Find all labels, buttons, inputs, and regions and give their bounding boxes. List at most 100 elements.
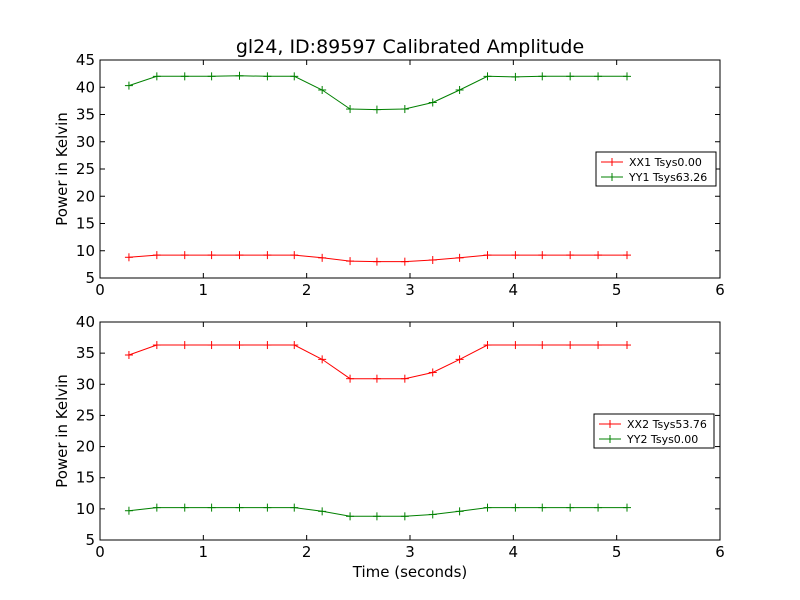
data-point xyxy=(428,256,437,265)
data-point xyxy=(623,341,631,350)
legend-entry: YY1 Tsys63.26 xyxy=(601,171,707,184)
data-point xyxy=(318,355,327,364)
data-point xyxy=(566,72,575,81)
y-tick-label: 20 xyxy=(76,438,95,456)
y-tick-label: 45 xyxy=(76,51,95,69)
data-point xyxy=(483,72,492,81)
data-point xyxy=(483,251,492,260)
data-point xyxy=(124,253,133,262)
data-point xyxy=(594,503,603,512)
data-point xyxy=(538,341,547,350)
legend-label: XX1 Tsys0.00 xyxy=(629,156,702,169)
data-point xyxy=(290,503,299,512)
data-point xyxy=(511,251,520,260)
legend-label: YY2 Tsys0.00 xyxy=(626,433,698,446)
x-tick-label: 5 xyxy=(612,281,622,299)
data-point xyxy=(180,503,189,512)
data-point xyxy=(180,251,189,260)
x-tick-label: 4 xyxy=(509,281,519,299)
y-tick-label: 15 xyxy=(76,215,95,233)
x-tick-label: 0 xyxy=(95,281,105,299)
data-point xyxy=(566,503,575,512)
legend: XX1 Tsys0.00 YY1 Tsys63.26 xyxy=(595,151,717,187)
data-point xyxy=(263,251,272,260)
data-point xyxy=(455,253,464,262)
x-tick-label: 5 xyxy=(612,543,622,561)
data-point xyxy=(455,85,464,94)
y-tick-label: 35 xyxy=(76,344,95,362)
data-point xyxy=(124,506,133,515)
legend-label: YY1 Tsys63.26 xyxy=(628,171,707,184)
x-tick-label: 1 xyxy=(199,543,209,561)
y-tick-label: 30 xyxy=(76,375,95,393)
y-tick-label: 25 xyxy=(76,160,95,178)
data-point xyxy=(207,72,216,81)
data-point xyxy=(372,374,381,383)
data-point xyxy=(263,341,272,350)
data-point xyxy=(235,71,244,80)
data-point xyxy=(235,341,244,350)
x-tick-label: 1 xyxy=(199,281,209,299)
data-point xyxy=(263,503,272,512)
data-point xyxy=(318,253,327,262)
legend-label: XX2 Tsys53.76 xyxy=(627,418,707,431)
legend-box xyxy=(593,413,715,449)
data-point xyxy=(400,105,409,114)
y-tick-label: 10 xyxy=(76,242,95,260)
legend: XX2 Tsys53.76 YY2 Tsys0.00 xyxy=(593,413,715,449)
x-tick-label: 6 xyxy=(715,281,725,299)
y-tick-label: 25 xyxy=(76,406,95,424)
data-point xyxy=(263,72,272,81)
data-point xyxy=(318,85,327,94)
data-point xyxy=(290,341,299,350)
y-tick-label: 20 xyxy=(76,187,95,205)
data-point xyxy=(400,257,409,266)
data-point xyxy=(566,341,575,350)
data-point xyxy=(538,251,547,260)
data-point xyxy=(400,374,409,383)
y-axis-label: Power in Kelvin xyxy=(53,374,71,488)
data-point xyxy=(594,72,603,81)
data-point xyxy=(566,251,575,260)
data-point xyxy=(124,351,133,360)
data-point xyxy=(538,503,547,512)
data-point xyxy=(623,503,631,512)
legend-entry: YY2 Tsys0.00 xyxy=(599,433,698,446)
data-point xyxy=(511,341,520,350)
y-tick-label: 10 xyxy=(76,500,95,518)
data-point xyxy=(623,72,631,81)
x-tick-label: 4 xyxy=(509,543,519,561)
data-point xyxy=(235,251,244,260)
data-point xyxy=(428,510,437,519)
data-point xyxy=(511,503,520,512)
data-point xyxy=(290,72,299,81)
data-point xyxy=(346,257,355,266)
data-point xyxy=(372,512,381,521)
data-point xyxy=(207,341,216,350)
legend-entry: XX2 Tsys53.76 xyxy=(599,418,707,431)
data-point xyxy=(372,257,381,266)
data-point xyxy=(152,72,161,81)
y-tick-label: 5 xyxy=(85,531,95,549)
data-point xyxy=(428,368,437,377)
data-point xyxy=(346,105,355,114)
data-point xyxy=(483,503,492,512)
x-tick-label: 3 xyxy=(405,281,415,299)
legend-entry: XX1 Tsys0.00 xyxy=(601,156,702,169)
y-tick-label: 40 xyxy=(76,78,95,96)
x-tick-label: 6 xyxy=(715,543,725,561)
legend-box xyxy=(595,151,717,187)
data-point xyxy=(180,341,189,350)
data-point xyxy=(372,105,381,114)
y-axis-label: Power in Kelvin xyxy=(53,112,71,226)
data-point xyxy=(346,374,355,383)
data-point xyxy=(483,341,492,350)
data-point xyxy=(346,512,355,521)
data-point xyxy=(152,251,161,260)
data-point xyxy=(207,503,216,512)
data-point xyxy=(124,81,133,90)
data-point xyxy=(152,503,161,512)
